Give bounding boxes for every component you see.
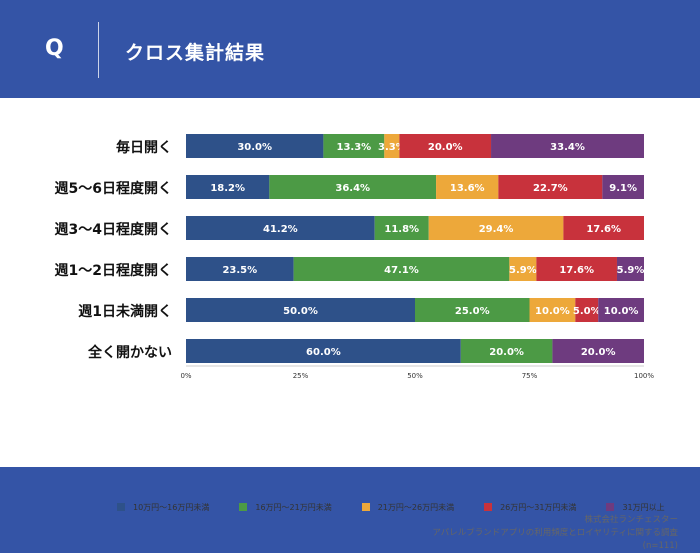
- bar-segment: [529, 298, 576, 322]
- bar-segment: [428, 216, 564, 240]
- x-tick-label: 50%: [407, 372, 423, 380]
- legend-item: 16万円〜21万円未満: [239, 502, 332, 513]
- data-label: 3.3%: [378, 142, 406, 153]
- data-label: 13.3%: [337, 142, 372, 153]
- data-label: 5.9%: [617, 265, 645, 276]
- legend-item: 10万円〜16万円未満: [117, 502, 209, 513]
- category-label: 週3〜4日程度開く: [55, 221, 172, 238]
- bar-segment: [536, 257, 617, 281]
- data-label: 23.5%: [222, 265, 257, 276]
- data-label: 20.0%: [489, 347, 524, 358]
- bar-segment: [186, 257, 294, 281]
- bar-segment: [460, 339, 553, 363]
- source-credit: 株式会社ランチェスター アパレルブランドアプリの利用頻度とロイヤリティに関する調…: [278, 514, 678, 553]
- data-label: 13.6%: [450, 183, 485, 194]
- legend-item: 26万円〜31万円未満: [484, 502, 576, 513]
- legend-label: 16万円〜21万円未満: [255, 502, 332, 512]
- data-label: 5.0%: [573, 306, 601, 317]
- data-label: 22.7%: [533, 183, 568, 194]
- x-tick-label: 75%: [522, 372, 538, 380]
- credit-sample-size: (n=111): [642, 541, 678, 551]
- bar-segment: [186, 339, 461, 363]
- chart-panel: 毎日開く 30.0% 13.3% 3.3% 20.0% 33.4% 週5〜6日程度開く 18.…: [0, 98, 700, 551]
- category-label: 週5〜6日程度開く: [55, 180, 172, 197]
- x-tick-label: 0%: [180, 372, 191, 380]
- page-title: クロス集計結果: [125, 42, 266, 64]
- credit-company: 株式会社ランチェスター: [584, 515, 678, 525]
- data-label: 29.4%: [479, 224, 514, 235]
- data-label: 5.9%: [509, 265, 537, 276]
- bar-segment: [552, 339, 644, 363]
- data-label: 50.0%: [283, 306, 318, 317]
- data-label: 17.6%: [586, 224, 621, 235]
- data-label: 17.6%: [559, 265, 594, 276]
- bar-segment: [415, 298, 530, 322]
- legend-label: 31万円以上: [622, 502, 665, 512]
- data-label: 11.8%: [384, 224, 419, 235]
- data-label: 9.1%: [609, 183, 637, 194]
- legend-swatch: [484, 503, 493, 511]
- credit-survey: アパレルブランドアプリの利用頻度とロイヤリティに関する調査: [432, 528, 678, 538]
- legend-swatch: [239, 503, 248, 511]
- data-label: 36.4%: [335, 183, 370, 194]
- legend-label: 21万円〜26万円未満: [377, 502, 455, 512]
- bar-segment: [509, 257, 537, 281]
- bar-segment: [186, 298, 415, 322]
- bar-segment: [575, 298, 599, 322]
- legend-swatch: [606, 503, 615, 511]
- data-label: 25.0%: [455, 306, 490, 317]
- x-tick-label: 25%: [293, 372, 309, 380]
- data-label: 33.4%: [550, 142, 585, 153]
- legend-swatch: [361, 503, 370, 511]
- bar-segment: [602, 175, 644, 199]
- bar-segment: [498, 175, 603, 199]
- bar-segment: [563, 216, 644, 240]
- legend-item: 31万円以上: [606, 502, 665, 513]
- data-label: 60.0%: [306, 347, 341, 358]
- data-label: 20.0%: [581, 347, 616, 358]
- stacked-bar-chart: 毎日開く 30.0% 13.3% 3.3% 20.0% 33.4% 週5〜6日程度開く 18.…: [55, 134, 654, 380]
- bar-segment: [374, 216, 429, 240]
- header-bar: Q クロス集計結果: [0, 0, 700, 98]
- bar-segment: [436, 175, 499, 199]
- data-label: 10.0%: [604, 306, 639, 317]
- legend-item: 21万円〜26万円未満: [361, 502, 455, 513]
- legend-label: 26万円〜31万円未満: [500, 502, 577, 512]
- chart-legend: 10万円〜16万円未満 16万円〜21万円未満 21万円〜26万円未満 26万円〜31…: [117, 500, 695, 514]
- header-divider: [98, 22, 99, 78]
- bar-segment: [186, 134, 324, 158]
- data-label: 10.0%: [535, 306, 570, 317]
- data-label: 41.2%: [263, 224, 298, 235]
- data-label: 30.0%: [237, 142, 272, 153]
- legend-swatch: [117, 503, 125, 511]
- data-label: 20.0%: [428, 142, 463, 153]
- bar-segment: [293, 257, 510, 281]
- bar-segment: [323, 134, 385, 158]
- data-label: 18.2%: [210, 183, 245, 194]
- data-label: 47.1%: [384, 265, 419, 276]
- category-label: 週1〜2日程度開く: [55, 262, 172, 279]
- bar-segment: [399, 134, 492, 158]
- bar-segment: [616, 257, 644, 281]
- bar-segment: [491, 134, 644, 158]
- bar-segment: [186, 216, 375, 240]
- question-mark-label: Q: [45, 36, 64, 61]
- bar-segment: [598, 298, 644, 322]
- bar-segment: [269, 175, 437, 199]
- category-label: 全く開かない: [87, 344, 172, 361]
- x-tick-label: 100%: [634, 372, 654, 380]
- bar-segment: [384, 134, 400, 158]
- category-label: 週1日未満開く: [78, 303, 172, 320]
- legend-label: 10万円〜16万円未満: [133, 502, 210, 512]
- bar-segment: [186, 175, 270, 199]
- category-label: 毎日開く: [116, 139, 172, 156]
